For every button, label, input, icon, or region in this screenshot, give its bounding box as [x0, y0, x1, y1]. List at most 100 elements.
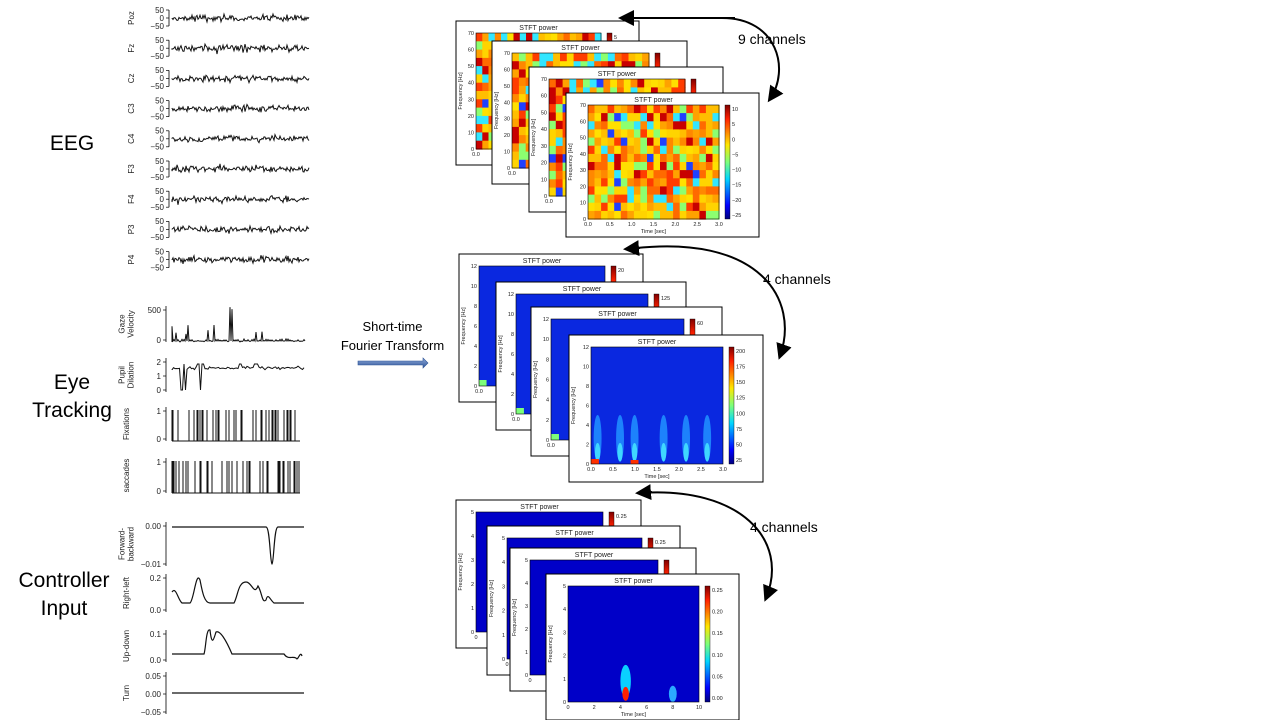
spectrogram-x-tick: 1.0: [628, 222, 636, 228]
spectrogram-cell: [657, 87, 666, 97]
spectrogram-cell: [673, 137, 681, 147]
spectrogram-cell: [627, 113, 635, 122]
spectrogram-y-tick: 0: [563, 700, 566, 706]
spectrogram-cell: [482, 132, 490, 142]
spectrogram-cell: [666, 137, 674, 147]
spectrogram-cell: [699, 162, 707, 171]
spectrogram-ylabel: Frequency [Hz]: [489, 579, 495, 617]
spectrogram-cell: [512, 53, 520, 62]
spectrogram-cell: [686, 162, 694, 171]
spectrogram-cell: [518, 85, 527, 95]
spectrogram-cell: [549, 112, 557, 122]
spectrogram-cell: [699, 105, 707, 114]
spectrogram-cell: [623, 79, 632, 88]
spectrogram-cell: [633, 194, 641, 204]
spectrogram-cell: [476, 74, 483, 84]
spectrogram-x-tick: 1.0: [631, 467, 639, 473]
spectrogram-cell: [614, 194, 622, 204]
spectrogram-cell: [594, 202, 602, 212]
spectrogram-title: STFT power: [520, 504, 559, 511]
spectrogram-cell: [601, 137, 609, 147]
spectrogram-cell: [673, 129, 681, 139]
spectrogram-cell: [673, 178, 681, 187]
spectrogram-cell: [476, 107, 483, 117]
spectrogram-cell: [679, 178, 687, 187]
spectrogram-title: STFT power: [638, 339, 677, 346]
spectrogram-front-panel: STFT power Frequency [Hz] 0 2 4 6 8 10 12 0.0 0.5 1…: [568, 334, 764, 483]
spectrogram-cell: [666, 145, 674, 155]
eeg-channel-p4: 500−50 P4: [127, 247, 310, 272]
spectrogram-cell: [647, 210, 655, 220]
spectrogram-cell: [603, 79, 611, 88]
spectrogram-x-tick: 0.0: [512, 417, 520, 423]
eye-channel-label: Pupil: [118, 366, 127, 384]
controller-channel-label: Turn: [122, 685, 131, 701]
spectrogram-cell: [679, 153, 687, 163]
controller-channel-tick-label: −0.05: [141, 708, 162, 717]
spectrogram-cell: [633, 186, 641, 196]
spectrogram-cell: [526, 33, 533, 42]
spectrogram-cell: [712, 194, 720, 204]
spectrogram-cell: [594, 178, 602, 187]
spectrogram-cell: [699, 202, 707, 212]
spectrogram-y-tick: 12: [543, 317, 549, 323]
spectrogram-cell: [588, 105, 596, 114]
eeg-trace: [171, 74, 310, 85]
spectrogram-y-tick: 10: [541, 177, 547, 183]
spectrogram-cell: [588, 129, 596, 139]
spectrogram-cell: [614, 113, 622, 122]
spectrogram-cell: [705, 153, 713, 163]
spectrogram-cell: [620, 145, 628, 155]
controller-channel-label: Right-left: [122, 576, 131, 609]
spectrogram-cell: [640, 202, 648, 212]
spectrogram-y-tick: 4: [586, 423, 589, 429]
spectrogram-cell: [686, 178, 694, 187]
eeg-tick-label: −50: [150, 233, 164, 242]
spectrogram-front-panel: STFT power Frequency [Hz] 0 1 2 3 4 5 0 2 4 6 8 10 Tim…: [545, 573, 740, 720]
spectrogram-cell: [614, 178, 622, 187]
spectrogram-y-tick: 6: [474, 324, 477, 330]
spectrogram-cell: [660, 202, 668, 212]
spectrogram-cell: [620, 170, 628, 179]
spectrogram-cell: [588, 121, 596, 130]
controller-channel-tick-label: 0.00: [145, 690, 161, 699]
spectrogram-cell: [512, 159, 520, 169]
eye-cycle-arrow: [627, 245, 792, 360]
spectrogram-title: STFT power: [563, 286, 602, 293]
spectrogram-cell: [482, 124, 490, 133]
controller-channel-tick-label: 0.0: [150, 656, 162, 665]
spectrogram-x-tick: 0: [566, 705, 569, 711]
spectrogram-x-tick: 0: [505, 662, 508, 668]
spectrogram-cell: [594, 121, 602, 130]
spectrogram-cell: [594, 61, 602, 70]
spectrogram-cell: [588, 186, 596, 196]
spectrogram-cell: [679, 105, 687, 114]
spectrogram-y-tick: 40: [580, 152, 586, 158]
spectrogram-cell: [476, 49, 483, 59]
eeg-tick-label: 50: [155, 6, 164, 15]
spectrogram-y-tick: 10: [543, 337, 549, 343]
spectrogram-cell: [673, 105, 681, 114]
spectrogram-cell: [620, 105, 628, 114]
spectrogram-cell: [620, 194, 628, 204]
colorbar-tick: 175: [736, 365, 745, 371]
spectrogram-cell: [607, 145, 615, 155]
eeg-tick-label: −50: [150, 82, 164, 91]
spectrogram-cell: [628, 61, 636, 70]
spectrogram-xlabel: Time [sec]: [621, 712, 647, 718]
spectrogram-cell: [614, 202, 622, 212]
spectrogram-cell: [671, 79, 679, 88]
spectrogram-title: STFT power: [561, 45, 600, 52]
spectrogram-x-tick: 2.0: [672, 222, 680, 228]
spectrogram-cell: [594, 194, 602, 204]
spectrogram-cell: [653, 129, 661, 139]
spectrogram-y-tick: 8: [474, 304, 477, 310]
spectrogram-y-tick: 5: [502, 536, 505, 542]
spectrogram-x-tick: 0.0: [584, 222, 592, 228]
spectrogram-cell: [614, 105, 622, 114]
spectrogram-y-tick: 2: [546, 418, 549, 424]
spectrogram-cell: [640, 170, 648, 179]
spectrogram-cell: [476, 132, 483, 142]
controller-channel-label: backward: [127, 527, 136, 561]
spectrogram-cell: [627, 202, 635, 212]
